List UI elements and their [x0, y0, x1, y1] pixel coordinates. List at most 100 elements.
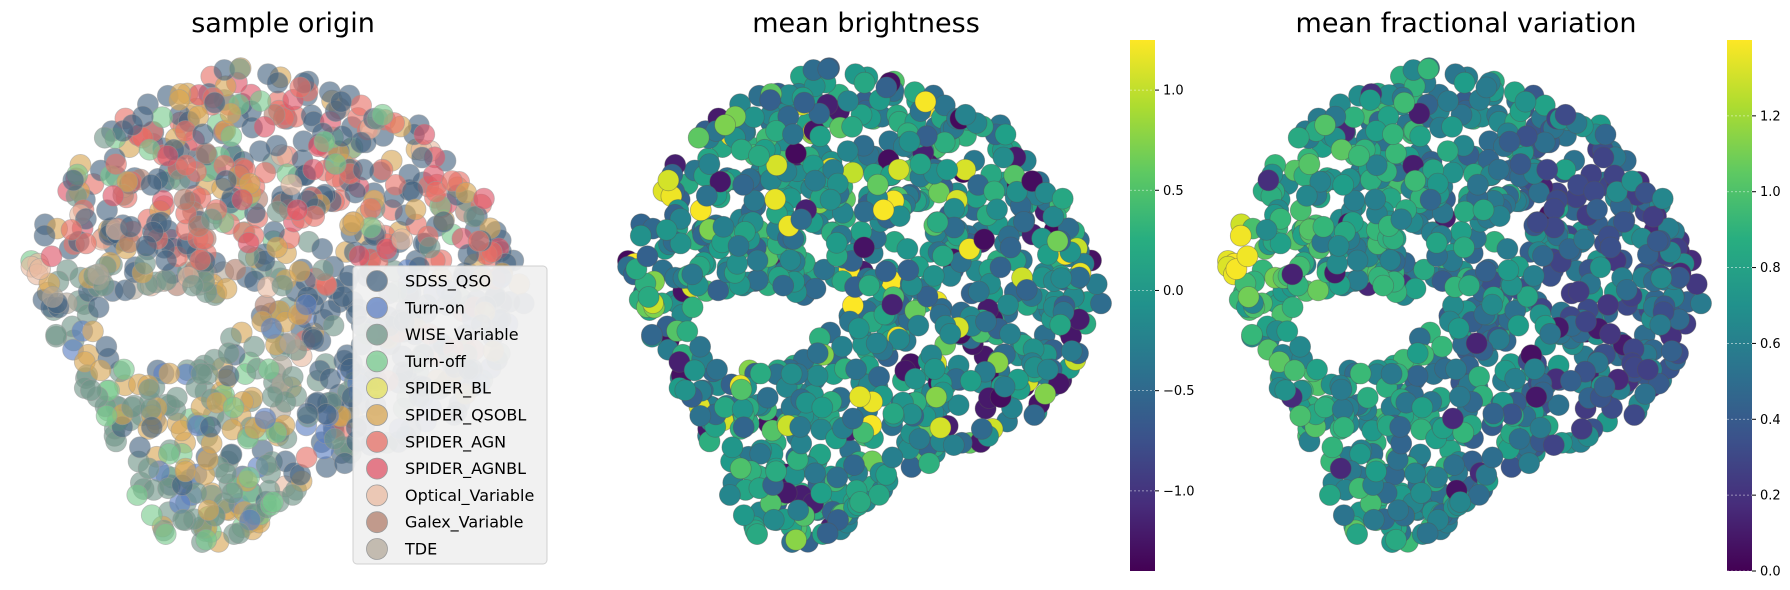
point [779, 249, 802, 271]
point-spider-agnbl [156, 144, 179, 167]
point [787, 499, 810, 522]
point-sdss-qso [140, 416, 163, 439]
point-spider-qsobl [342, 211, 365, 234]
point [1613, 210, 1635, 233]
panel-sample-origin: sample origin SDSS_QSO Turn-on WISE_Variab… [20, 8, 548, 565]
point [629, 224, 652, 247]
points-mean-fractional-variation [1217, 57, 1712, 553]
point [1389, 415, 1412, 438]
point-sdss-qso [330, 90, 353, 113]
legend-marker [366, 511, 388, 534]
point [853, 236, 875, 259]
colorbar-tick-label: 0.0 [1760, 565, 1781, 580]
point-optical-variable [391, 228, 414, 251]
point-spider-qsobl [266, 236, 288, 259]
point [1404, 169, 1426, 192]
point [1559, 369, 1582, 392]
point-wise-variable [217, 342, 240, 365]
legend-label: SPIDER_AGNBL [405, 459, 526, 479]
point-wise-variable [266, 200, 289, 223]
point [874, 260, 897, 283]
point [806, 364, 829, 387]
point [1507, 314, 1530, 337]
point [918, 452, 940, 475]
point [1060, 340, 1083, 362]
legend-marker [366, 323, 388, 346]
point-turn-off [313, 130, 336, 153]
point [819, 188, 842, 211]
point [939, 322, 962, 345]
point-optical-variable [280, 173, 303, 196]
point-spider-agnbl [348, 244, 371, 267]
point [1236, 245, 1259, 268]
point [1575, 310, 1597, 333]
point-galex-variable [224, 258, 247, 281]
point-spider-agnbl [302, 158, 325, 181]
legend-label: Turn-off [404, 352, 467, 371]
point-sdss-qso [121, 114, 144, 136]
point-sdss-qso [432, 210, 455, 233]
point [808, 102, 831, 125]
legend-label: SPIDER_QSOBL [405, 406, 526, 426]
point-wise-variable [93, 126, 116, 149]
point [1372, 274, 1395, 297]
point [1051, 187, 1074, 210]
point-turn-on [295, 293, 318, 316]
point-sdss-qso [352, 158, 375, 181]
point-wise-variable [322, 314, 345, 337]
point [681, 263, 704, 286]
point-wise-variable [261, 385, 284, 408]
legend-marker [366, 404, 388, 426]
point [1532, 244, 1554, 267]
point-spider-qsobl [219, 102, 242, 125]
point [1406, 342, 1429, 365]
point [1419, 188, 1442, 211]
point-sdss-qso [302, 328, 325, 351]
point [1362, 508, 1385, 531]
point [707, 279, 730, 302]
point [837, 90, 859, 112]
legend-marker [366, 350, 388, 373]
point [1497, 259, 1520, 282]
point [655, 218, 678, 241]
point [811, 396, 834, 419]
point-spider-qsobl [404, 198, 427, 221]
point [999, 322, 1021, 345]
point [973, 228, 996, 251]
point-spider-agn [425, 180, 448, 203]
point [719, 484, 741, 506]
point [1327, 234, 1350, 257]
point [826, 466, 849, 489]
point [1646, 230, 1669, 253]
point [1406, 364, 1429, 387]
panel-mean-brightness: mean brightness 1.0 0.5 0.0 −0.5 −1.0 [617, 8, 1195, 571]
point-turn-off [257, 358, 280, 381]
panel-title-mean-brightness: mean brightness [752, 8, 980, 39]
point-tde [279, 332, 302, 355]
point [1426, 466, 1449, 489]
point [872, 198, 895, 221]
point-spider-agnbl [286, 198, 309, 221]
point-spider-qsobl [82, 320, 104, 343]
point-sdss-qso [319, 367, 342, 390]
point-sdss-qso [411, 146, 434, 169]
point [1592, 146, 1615, 169]
point [1365, 460, 1387, 483]
point [1411, 396, 1434, 419]
point [1443, 454, 1465, 477]
point [1547, 394, 1570, 417]
point [1498, 130, 1521, 153]
colorbar-mean-fractional-variation: 1.2 1.0 0.8 0.6 0.4 0.2 0.0 [1727, 40, 1781, 580]
point [1516, 285, 1539, 308]
point [721, 436, 744, 459]
legend-marker [366, 484, 388, 507]
point [1634, 382, 1657, 405]
point-sdss-qso [128, 436, 151, 459]
point-spider-qsobl [158, 362, 181, 385]
point [1449, 385, 1471, 408]
point [845, 358, 867, 381]
point [1525, 386, 1548, 409]
point-sdss-qso [350, 131, 372, 154]
point [1229, 224, 1252, 247]
point-spider-qsobl [197, 499, 220, 522]
